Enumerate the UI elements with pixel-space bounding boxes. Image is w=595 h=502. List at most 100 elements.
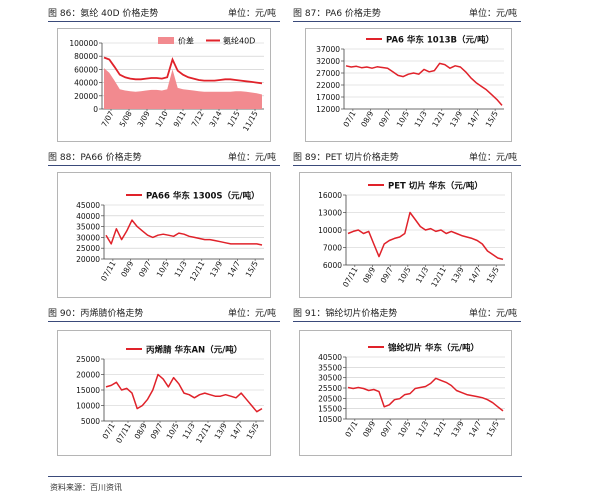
chart-panel-spandex: 100000 80000 60000 40000 20000 0 7/07 5/08 3/09 1… <box>57 28 271 142</box>
legend: 价差 氨纶40D <box>158 36 255 46</box>
x-tick-label: 5/08 <box>118 109 134 128</box>
y-tick-label: 20500 <box>318 394 342 403</box>
series-line <box>347 211 504 261</box>
series-line <box>105 373 263 413</box>
x-tick-label: 9/11 <box>172 109 188 128</box>
y-tick-label: 32000 <box>316 57 340 66</box>
x-tick-label: 11/3 <box>414 265 430 284</box>
x-tick-label: 14/7 <box>467 419 483 438</box>
y-tick-label: 17000 <box>316 93 340 102</box>
x-tick-label: 15/5 <box>244 259 260 278</box>
legend-label: 价差 <box>178 36 194 46</box>
y-tick-label: 13000 <box>318 209 342 218</box>
x-tick-label: 10/5 <box>165 421 181 440</box>
x-tick-label: 12/11 <box>188 259 207 282</box>
y-tick-label: 27000 <box>316 69 340 78</box>
y-tick-label: 40000 <box>74 79 98 88</box>
x-tick-label: 14/7 <box>226 259 242 278</box>
chart-panel-pet: 16000 13000 10000 7000 6000 07/11 08/9 09/7 10/5… <box>299 172 512 298</box>
y-tick-label: 7000 <box>323 244 342 253</box>
chart-unit: 单位：元/吨 <box>468 309 517 319</box>
x-tick-label: 1/10 <box>154 109 170 128</box>
legend: PA6 华东 1013B（元/吨） <box>366 35 494 46</box>
chart-title: 图 86：氨纶 40D 价格走势 <box>48 9 159 19</box>
x-tick-label: 7/07 <box>100 109 116 128</box>
x-tick-label: 09/7 <box>377 109 393 128</box>
x-tick-label: 10/5 <box>396 419 412 438</box>
chart-header-91: 图 91：锦纶切片价格走势 单位：元/吨 <box>293 306 521 322</box>
y-tick-label: 35500 <box>318 363 342 372</box>
y-tick-label: 15000 <box>76 386 100 395</box>
legend-label: PA66 华东 1300S（元/吨） <box>146 191 260 202</box>
x-tick-label: 14/7 <box>466 109 482 128</box>
legend: PA66 华东 1300S（元/吨） <box>126 191 260 202</box>
y-tick-label: 0 <box>93 105 98 114</box>
x-tick-label: 13/9 <box>448 109 464 128</box>
chart-unit: 单位：元/吨 <box>227 9 276 19</box>
x-tick-label: 08/9 <box>359 109 375 128</box>
chart-unit: 单位：元/吨 <box>468 153 517 163</box>
chart-title: 图 89：PET 切片价格走势 <box>293 153 399 163</box>
legend-label: PET 切片 华东（元/吨） <box>388 181 483 192</box>
y-tick-label: 5000 <box>81 417 100 426</box>
x-tick-label: 07/11 <box>114 421 133 444</box>
series-line <box>347 377 504 412</box>
y-tick-label: 80000 <box>74 52 98 61</box>
chart-panel-acrylonitrile: 25000 20000 15000 10000 5000 07/1 07/11 08/9 09/… <box>57 330 271 456</box>
y-tick-label: 40500 <box>318 353 342 362</box>
x-tick-label: 15/5 <box>245 421 261 440</box>
y-tick-label: 12000 <box>316 105 340 114</box>
legend: 锦纶切片 华东（元/吨） <box>368 343 479 354</box>
chart-panel-nylon-chip: 40500 35500 30500 25500 20500 15500 10500 07/1 0… <box>299 330 512 456</box>
series-line <box>105 219 263 246</box>
x-tick-label: 07/1 <box>101 421 117 440</box>
chart-unit: 单位：元/吨 <box>227 153 276 163</box>
x-tick-label: 10/5 <box>155 259 171 278</box>
x-tick-label: 15/5 <box>484 109 500 128</box>
x-tick-label: 12/1 <box>430 109 446 128</box>
x-tick-label: 09/7 <box>137 259 153 278</box>
y-tick-label: 10000 <box>76 402 100 411</box>
chart-svg: 25000 20000 15000 10000 5000 07/107/11 08/9 09/… <box>76 345 264 445</box>
chart-header-86: 图 86：氨纶 40D 价格走势 单位：元/吨 <box>48 6 280 22</box>
source-note: 资料来源：百川资讯 <box>50 483 122 492</box>
y-tick-label: 6000 <box>323 261 342 270</box>
y-tick-label: 10500 <box>318 415 342 424</box>
y-tick-label: 25000 <box>76 355 100 364</box>
x-tick-label: 13/9 <box>449 419 465 438</box>
chart-title: 图 88：PA66 价格走势 <box>48 153 142 163</box>
chart-unit: 单位：元/吨 <box>468 9 517 19</box>
y-tick-label: 22000 <box>316 81 340 90</box>
x-tick-label: 15/5 <box>485 419 501 438</box>
x-tick-label: 7/12 <box>190 109 206 128</box>
chart-header-90: 图 90：丙烯腈价格走势 单位：元/吨 <box>48 306 280 322</box>
x-tick-label: 11/3 <box>173 259 189 278</box>
x-tick-label: 07/11 <box>99 259 118 282</box>
x-tick-label: 12/11 <box>429 265 448 288</box>
y-tick-label: 60000 <box>74 65 98 74</box>
chart-panel-pa6: 37000 32000 27000 22000 17000 12000 07/1 08/9 09… <box>305 28 512 142</box>
x-tick-label: 11/3 <box>414 419 430 438</box>
footer-rule <box>48 476 522 477</box>
x-tick-label: 13/9 <box>213 421 229 440</box>
legend-label: 氨纶40D <box>223 36 255 46</box>
y-tick-label: 35000 <box>76 223 100 232</box>
x-tick-label: 12/11 <box>194 421 213 444</box>
x-tick-label: 10/5 <box>396 265 412 284</box>
x-tick-label: 3/09 <box>136 109 152 128</box>
x-tick-label: 08/9 <box>361 419 377 438</box>
x-tick-label: 12/1 <box>432 419 448 438</box>
chart-header-87: 图 87：PA6 价格走势 单位：元/吨 <box>293 6 521 22</box>
legend-label: 丙烯腈 华东AN（元/吨） <box>146 345 242 356</box>
series-line <box>345 62 503 106</box>
x-tick-label: 1/15 <box>226 109 242 128</box>
y-tick-label: 37000 <box>316 45 340 54</box>
chart-title: 图 91：锦纶切片价格走势 <box>293 309 398 319</box>
chart-panel-pa66: 45000 40000 35000 30000 25000 20000 07/11 08/9 0… <box>57 172 271 298</box>
x-tick-label: 09/7 <box>379 419 395 438</box>
x-tick-label: 09/7 <box>149 421 165 440</box>
x-tick-label: 07/1 <box>343 419 359 438</box>
